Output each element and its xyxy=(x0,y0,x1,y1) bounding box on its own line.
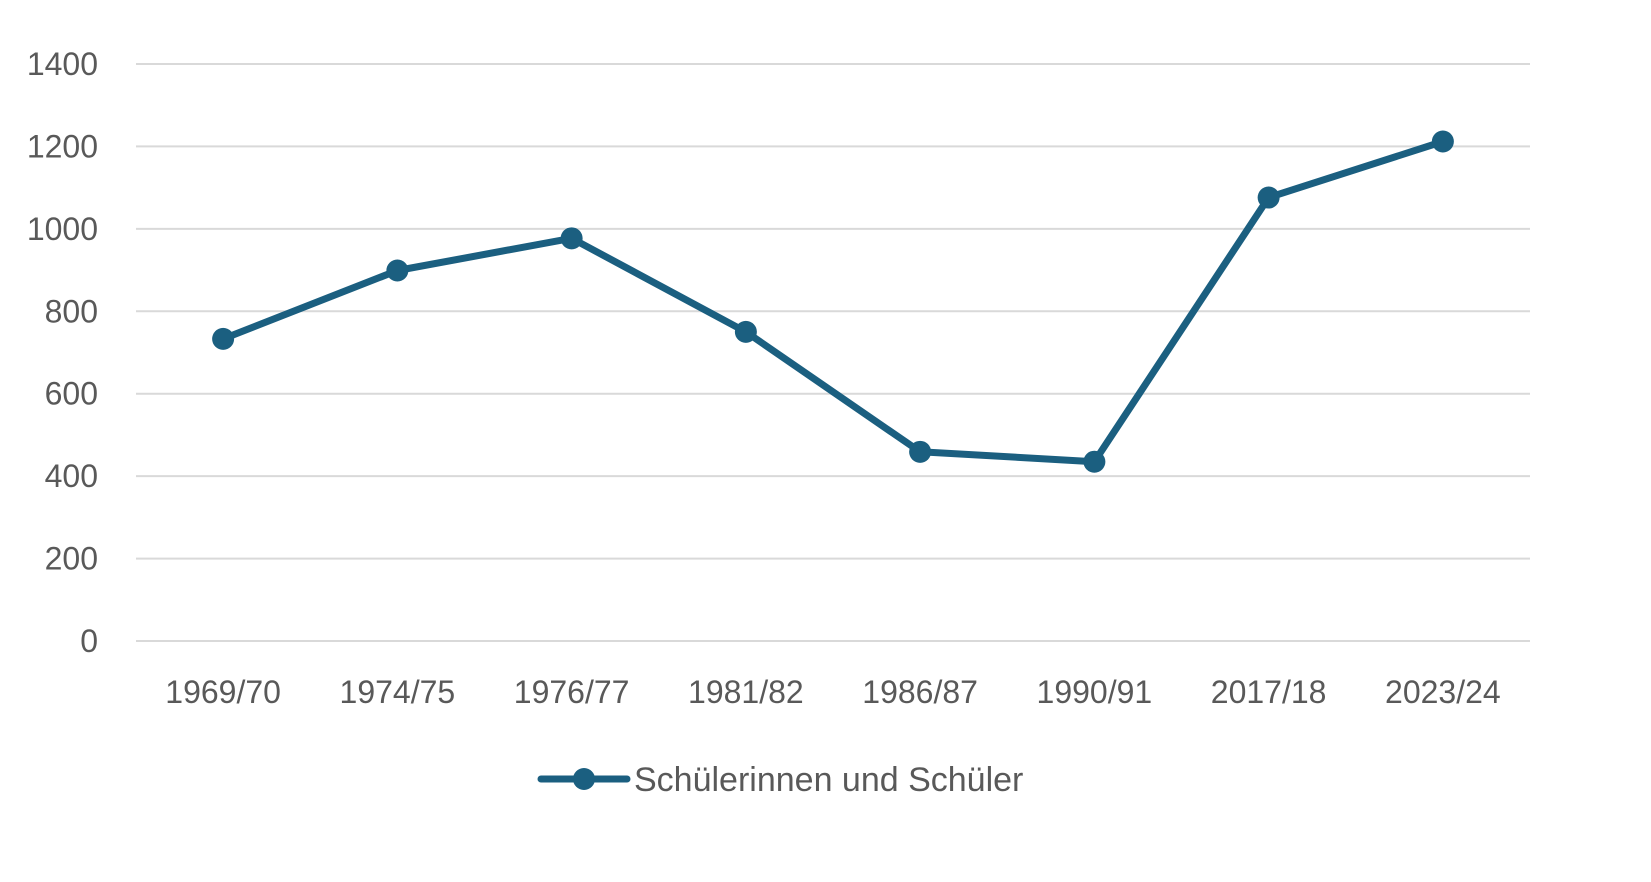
data-point-1969/70 xyxy=(212,327,235,350)
x-axis-tick-labels: 1969/70 1974/75 1976/77 1981/82 1986/87 1990/… xyxy=(165,674,1500,710)
data-point-1976/77 xyxy=(560,227,583,250)
data-point-2023/24 xyxy=(1431,130,1454,153)
x-tick-label: 1976/77 xyxy=(514,674,630,710)
legend-point-marker xyxy=(573,768,595,790)
data-point-1974/75 xyxy=(386,259,409,282)
x-tick-label: 1981/82 xyxy=(688,674,804,710)
y-tick-label: 600 xyxy=(45,376,98,412)
y-tick-label: 200 xyxy=(45,541,98,577)
x-tick-label: 2023/24 xyxy=(1385,674,1501,710)
y-axis-tick-labels: 0 200 400 600 800 1000 1200 1400 xyxy=(27,46,98,659)
data-point-2017/18 xyxy=(1257,186,1280,209)
legend-label: Schülerinnen und Schüler xyxy=(634,761,1023,799)
y-tick-label: 0 xyxy=(80,623,98,659)
y-tick-label: 1200 xyxy=(27,128,98,164)
x-tick-label: 1986/87 xyxy=(862,674,978,710)
data-series xyxy=(212,130,1454,473)
y-tick-label: 1400 xyxy=(27,46,98,82)
data-point-1990/91 xyxy=(1083,450,1106,473)
data-point-1986/87 xyxy=(909,440,932,463)
series-line xyxy=(219,138,1447,466)
y-tick-label: 1000 xyxy=(27,211,98,247)
y-tick-label: 800 xyxy=(45,293,98,329)
x-tick-label: 1969/70 xyxy=(165,674,281,710)
x-tick-label: 2017/18 xyxy=(1211,674,1327,710)
data-point-1981/82 xyxy=(734,320,757,343)
gridlines xyxy=(136,63,1530,642)
x-tick-label: 1990/91 xyxy=(1037,674,1153,710)
y-tick-label: 400 xyxy=(45,458,98,494)
legend: Schülerinnen und Schüler xyxy=(537,761,1023,799)
x-tick-label: 1974/75 xyxy=(340,674,456,710)
